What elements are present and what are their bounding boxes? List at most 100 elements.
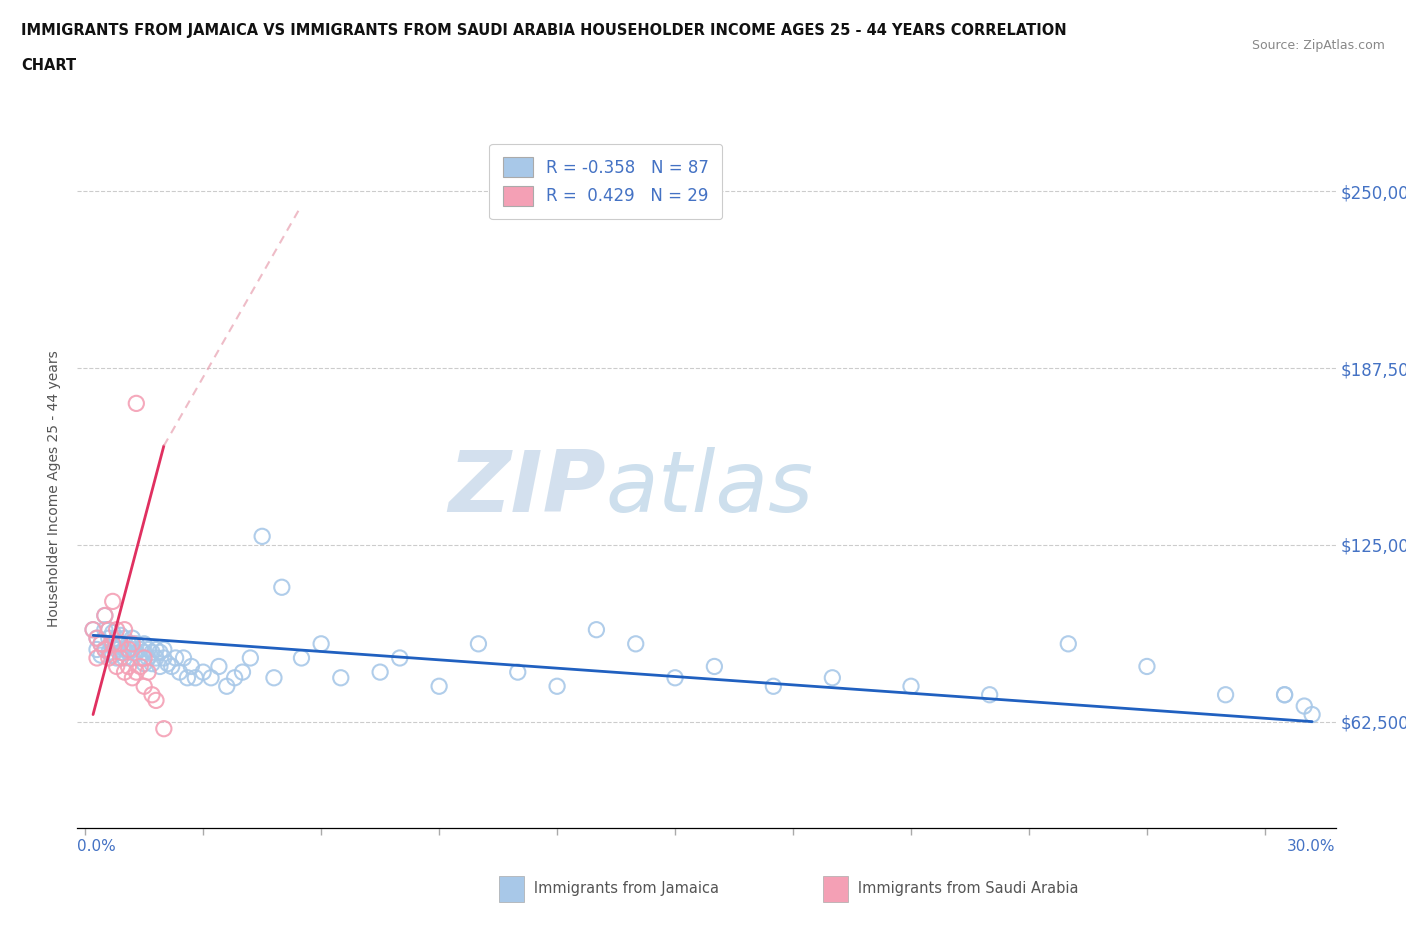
Point bbox=[94, 622, 117, 637]
Point bbox=[1136, 659, 1159, 674]
Point bbox=[114, 631, 136, 645]
Point bbox=[153, 722, 176, 737]
Point bbox=[290, 651, 312, 666]
Point bbox=[141, 657, 163, 671]
Point bbox=[82, 622, 104, 637]
Point bbox=[250, 529, 273, 544]
Point bbox=[149, 644, 172, 659]
Point bbox=[1294, 698, 1316, 713]
Point bbox=[309, 636, 332, 651]
Point bbox=[129, 642, 152, 657]
Text: IMMIGRANTS FROM JAMAICA VS IMMIGRANTS FROM SAUDI ARABIA HOUSEHOLDER INCOME AGES : IMMIGRANTS FROM JAMAICA VS IMMIGRANTS FR… bbox=[21, 23, 1067, 38]
Point bbox=[101, 625, 124, 640]
Point bbox=[145, 642, 167, 657]
Point bbox=[117, 644, 139, 659]
Point bbox=[141, 644, 163, 659]
Point bbox=[231, 665, 253, 680]
Point bbox=[117, 659, 139, 674]
Point bbox=[94, 608, 117, 623]
Point bbox=[624, 636, 647, 651]
Text: CHART: CHART bbox=[21, 58, 76, 73]
Point bbox=[121, 642, 143, 657]
Point bbox=[215, 679, 238, 694]
Point bbox=[117, 642, 139, 657]
Point bbox=[105, 642, 128, 657]
Point bbox=[200, 671, 222, 685]
Point bbox=[134, 644, 156, 659]
Point bbox=[114, 665, 136, 680]
Point bbox=[90, 636, 112, 651]
Point bbox=[224, 671, 246, 685]
Point bbox=[129, 659, 152, 674]
Text: Immigrants from Saudi Arabia: Immigrants from Saudi Arabia bbox=[844, 881, 1078, 896]
Point bbox=[114, 642, 136, 657]
Point bbox=[82, 622, 104, 637]
Point bbox=[134, 679, 156, 694]
Point bbox=[156, 657, 179, 671]
Point bbox=[97, 622, 120, 637]
Point bbox=[388, 651, 411, 666]
Point bbox=[94, 642, 117, 657]
Point bbox=[129, 651, 152, 666]
Point bbox=[149, 659, 172, 674]
Point bbox=[101, 594, 124, 609]
Point bbox=[136, 665, 159, 680]
Point bbox=[160, 659, 183, 674]
Point bbox=[1301, 707, 1323, 722]
Point bbox=[125, 644, 148, 659]
Point bbox=[114, 651, 136, 666]
Point bbox=[191, 665, 215, 680]
Point bbox=[208, 659, 231, 674]
Point bbox=[165, 651, 187, 666]
Point bbox=[329, 671, 352, 685]
Point bbox=[263, 671, 285, 685]
Y-axis label: Householder Income Ages 25 - 44 years: Householder Income Ages 25 - 44 years bbox=[48, 350, 62, 627]
Point bbox=[97, 631, 120, 645]
Text: ZIP: ZIP bbox=[449, 446, 606, 530]
Point bbox=[121, 636, 143, 651]
Point bbox=[90, 647, 112, 662]
Point bbox=[101, 636, 124, 651]
Point bbox=[368, 665, 391, 680]
Point bbox=[86, 642, 108, 657]
Point bbox=[979, 687, 1001, 702]
Point bbox=[136, 642, 159, 657]
Point bbox=[1274, 687, 1296, 702]
Point bbox=[121, 631, 143, 645]
Point bbox=[427, 679, 450, 694]
Point bbox=[125, 636, 148, 651]
Point bbox=[110, 651, 132, 666]
Point bbox=[86, 631, 108, 645]
Point bbox=[145, 693, 167, 708]
Point bbox=[105, 622, 128, 637]
Point bbox=[86, 631, 108, 645]
Point bbox=[239, 651, 262, 666]
Point bbox=[86, 651, 108, 666]
Point bbox=[821, 671, 844, 685]
Legend: R = -0.358   N = 87, R =  0.429   N = 29: R = -0.358 N = 87, R = 0.429 N = 29 bbox=[489, 143, 723, 219]
Point bbox=[97, 622, 120, 637]
Point bbox=[134, 657, 156, 671]
Point bbox=[169, 665, 191, 680]
Point bbox=[110, 636, 132, 651]
Point bbox=[110, 628, 132, 643]
Point bbox=[97, 644, 120, 659]
Point bbox=[1057, 636, 1080, 651]
Point bbox=[94, 608, 117, 623]
Text: Immigrants from Jamaica: Immigrants from Jamaica bbox=[520, 881, 720, 896]
Point bbox=[90, 636, 112, 651]
Point bbox=[136, 651, 159, 666]
Point bbox=[105, 659, 128, 674]
Text: 30.0%: 30.0% bbox=[1288, 839, 1336, 854]
Point bbox=[585, 622, 607, 637]
Point bbox=[270, 579, 292, 594]
Point bbox=[762, 679, 785, 694]
Point bbox=[134, 636, 156, 651]
Point bbox=[153, 642, 176, 657]
Point bbox=[467, 636, 489, 651]
Point bbox=[703, 659, 725, 674]
Text: Source: ZipAtlas.com: Source: ZipAtlas.com bbox=[1251, 39, 1385, 52]
Text: atlas: atlas bbox=[606, 446, 814, 530]
Point bbox=[117, 636, 139, 651]
Point bbox=[506, 665, 529, 680]
